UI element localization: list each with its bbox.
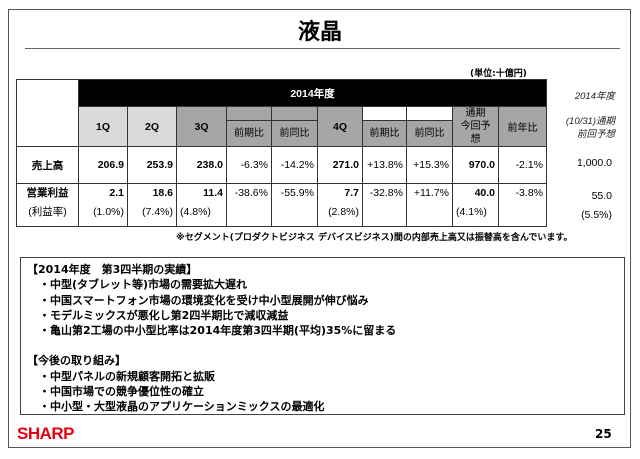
row-label: 売上高 — [16, 146, 79, 184]
header-4q-qoq: 前期比 — [362, 106, 407, 147]
side-header-prev-forecast-2: 前回予想 — [576, 129, 615, 140]
header-4q: 4Q — [317, 106, 363, 147]
side-margin: (5.5%) — [581, 209, 612, 221]
cell: -6.3% — [226, 146, 272, 184]
plans-heading: 【今後の取り組み】 — [27, 354, 126, 368]
table-row-sales: 売上高 206.9 253.9 238.0 -6.3% -14.2% 271.0… — [16, 146, 547, 184]
footnote: ※セグメント(プロダクトビジネス デバイスビジネス)間の内部売上高又は振替高を含… — [176, 233, 573, 243]
cell: 7.7 (2.8%) — [317, 183, 363, 227]
side-sales: 1,000.0 — [576, 157, 612, 169]
table-row-operating-profit: 営業利益 (利益率) 2.1 (1.0%) 18.6 (7.4%) 11.4 (4.8%… — [16, 183, 547, 227]
list-item: ・中国スマートフォン市場の環境変化を受け中小型展開が伸び悩み — [39, 293, 369, 307]
results-heading: 【2014年度 第3四半期の実績】 — [27, 263, 198, 276]
cell: 253.9 — [127, 146, 177, 184]
cell: 238.0 — [176, 146, 227, 184]
side-header-prev-forecast: (10/31)通期 — [565, 116, 615, 127]
cell: -14.2% — [271, 146, 318, 184]
cell: 18.6 (7.4%) — [127, 183, 177, 227]
page-number: 25 — [595, 427, 612, 441]
list-item: ・中型パネルの新規顧客開拓と拡販 — [39, 369, 215, 383]
header-qoq: 前期比 — [226, 106, 272, 147]
cell: -2.1% — [498, 146, 547, 184]
row-label: 営業利益 (利益率) — [16, 183, 79, 227]
cell: 970.0 — [452, 146, 499, 184]
cell: 11.4 (4.8%) — [176, 183, 227, 227]
year-header: 2014年度 — [78, 79, 547, 107]
cell: 206.9 — [78, 146, 128, 184]
header-1q: 1Q — [78, 106, 128, 147]
list-item: ・中小型・大型液晶のアプリケーションミックスの最適化 — [39, 400, 325, 414]
slide-frame — [8, 9, 631, 448]
slide-title: 液晶 — [297, 20, 342, 45]
sharp-logo: SHARP — [17, 424, 75, 443]
cell: -38.6% — [226, 183, 272, 227]
cell: +13.8% — [362, 146, 407, 184]
header-4q-yoy: 前同比 — [406, 106, 453, 147]
list-item: ・亀山第2工場の中小型比率は2014年度第3四半期(平均)35%に留まる — [39, 324, 397, 338]
title-divider — [25, 48, 620, 49]
unit-label: (単位:十億円) — [470, 69, 527, 79]
side-op-profit: 55.0 — [591, 190, 612, 202]
financial-table: 2014年度 1Q 2Q 3Q 前期比 前同比 4Q 前期比 前同比 通期 今回予… — [16, 79, 547, 227]
side-header-year: 2014年度 — [574, 91, 615, 102]
summary-box: 【2014年度 第3四半期の実績】 ・中型(タブレット等)市場の需要拡大遅れ ・… — [20, 257, 625, 415]
cell: -55.9% — [271, 183, 318, 227]
list-item: ・中国市場での競争優位性の確立 — [39, 385, 204, 399]
list-item: ・モデルミックスが悪化し第2四半期比で減収減益 — [39, 308, 289, 322]
corner-cell — [16, 79, 79, 147]
cell: 271.0 — [317, 146, 363, 184]
cell: +15.3% — [406, 146, 453, 184]
header-2q: 2Q — [127, 106, 177, 147]
cell: -3.8% — [498, 183, 547, 227]
header-full-year: 通期 今回予想 — [452, 106, 499, 147]
header-3q: 3Q — [176, 106, 227, 147]
cell: +11.7% — [406, 183, 453, 227]
cell: 40.0 (4.1%) — [452, 183, 499, 227]
cell: -32.8% — [362, 183, 407, 227]
cell: 2.1 (1.0%) — [78, 183, 128, 227]
list-item: ・中型(タブレット等)市場の需要拡大遅れ — [39, 278, 248, 292]
header-fy-yoy: 前年比 — [498, 106, 547, 147]
header-yoy: 前同比 — [271, 106, 318, 147]
